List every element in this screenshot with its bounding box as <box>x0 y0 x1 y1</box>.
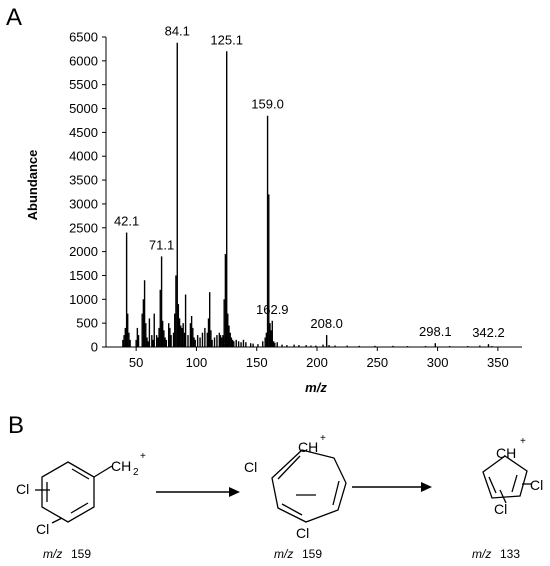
x-tick-label: 50 <box>129 355 143 370</box>
reaction-arrow-2 <box>352 482 432 492</box>
structure-dichlorotropylium <box>271 449 347 523</box>
y-tick-label: 4000 <box>69 149 98 164</box>
y-tick-label: 3500 <box>69 173 98 188</box>
y-axis-ticks: 0 500 1000 1500 2000 2500 3000 3500 4000 4500 5000… <box>69 30 106 355</box>
y-tick-label: 6500 <box>69 30 98 45</box>
reaction-arrow-1 <box>156 487 240 497</box>
y-tick-label: 2000 <box>69 244 98 259</box>
y-axis-title: Abundance <box>25 150 40 221</box>
x-tick-label: 100 <box>186 355 208 370</box>
peak-label: 125.1 <box>210 32 243 47</box>
y-tick-label: 5500 <box>69 77 98 92</box>
peak-label: 159.0 <box>251 97 284 112</box>
mz-caption-2: m/z 159 <box>274 547 322 561</box>
peak-label: 71.1 <box>149 237 174 252</box>
struct2-cl-bottom: Cl <box>296 525 309 541</box>
svg-text:159: 159 <box>71 547 91 561</box>
chart-axes <box>105 37 522 348</box>
struct3-cl-bottom: Cl <box>494 501 507 517</box>
mz-caption-3: m/z 133 <box>472 547 520 561</box>
panel-label-a: A <box>6 4 23 31</box>
spectrum-bars <box>122 42 493 347</box>
y-tick-label: 3000 <box>69 196 98 211</box>
struct1-cl-bottom: Cl <box>36 521 49 537</box>
y-tick-label: 4500 <box>69 125 98 140</box>
struct3-ch-group: CH <box>496 445 516 461</box>
x-tick-label: 300 <box>427 355 449 370</box>
y-tick-label: 1000 <box>69 292 98 307</box>
structure-dichlorocyclopentadienyl-cation <box>482 455 532 504</box>
mz-caption-1: m/z 159 <box>43 547 91 561</box>
peak-label: 84.1 <box>165 24 190 39</box>
peak-label: 162.9 <box>256 302 289 317</box>
y-tick-label: 2500 <box>69 220 98 235</box>
svg-text:133: 133 <box>500 547 520 561</box>
y-tick-label: 0 <box>91 340 98 355</box>
peak-label: 208.0 <box>310 316 343 331</box>
struct2-ch-group: CH <box>298 439 318 455</box>
struct3-charge: + <box>520 436 526 447</box>
struct2-cl-left: Cl <box>244 459 257 475</box>
svg-text:m/z: m/z <box>274 547 293 561</box>
peak-label: 298.1 <box>419 324 452 339</box>
peak-labels: 42.1 71.1 84.1 125.1 159.0 162.9 208.0 298.1 342… <box>114 24 505 340</box>
mass-spectrum-chart: 0 500 1000 1500 2000 2500 3000 3500 4000 4500 5000… <box>25 24 522 395</box>
structure-dichlorobenzyl-cation <box>35 461 113 524</box>
panel-label-b: B <box>8 412 25 439</box>
x-axis-ticks: 50 100 150 200 250 300 350 <box>129 347 509 370</box>
x-tick-label: 250 <box>366 355 388 370</box>
struct1-charge: + <box>140 451 146 462</box>
y-tick-label: 5000 <box>69 101 98 116</box>
svg-text:m/z: m/z <box>43 547 62 561</box>
peak-label: 342.2 <box>472 325 505 340</box>
x-axis-title: m/z <box>305 380 327 395</box>
peak-label: 42.1 <box>114 214 139 229</box>
svg-text:159: 159 <box>302 547 322 561</box>
struct1-cl-top: Cl <box>16 481 29 497</box>
x-tick-label: 200 <box>306 355 328 370</box>
y-tick-label: 500 <box>76 316 98 331</box>
svg-text:m/z: m/z <box>472 547 491 561</box>
y-tick-label: 6000 <box>69 53 98 68</box>
x-tick-label: 150 <box>246 355 268 370</box>
y-tick-label: 1500 <box>69 268 98 283</box>
struct1-subscript: 2 <box>133 467 139 478</box>
struct2-charge: + <box>320 433 326 444</box>
struct1-ch2-group: CH <box>111 458 131 474</box>
x-tick-label: 350 <box>487 355 509 370</box>
struct3-cl-right: Cl <box>530 477 543 493</box>
